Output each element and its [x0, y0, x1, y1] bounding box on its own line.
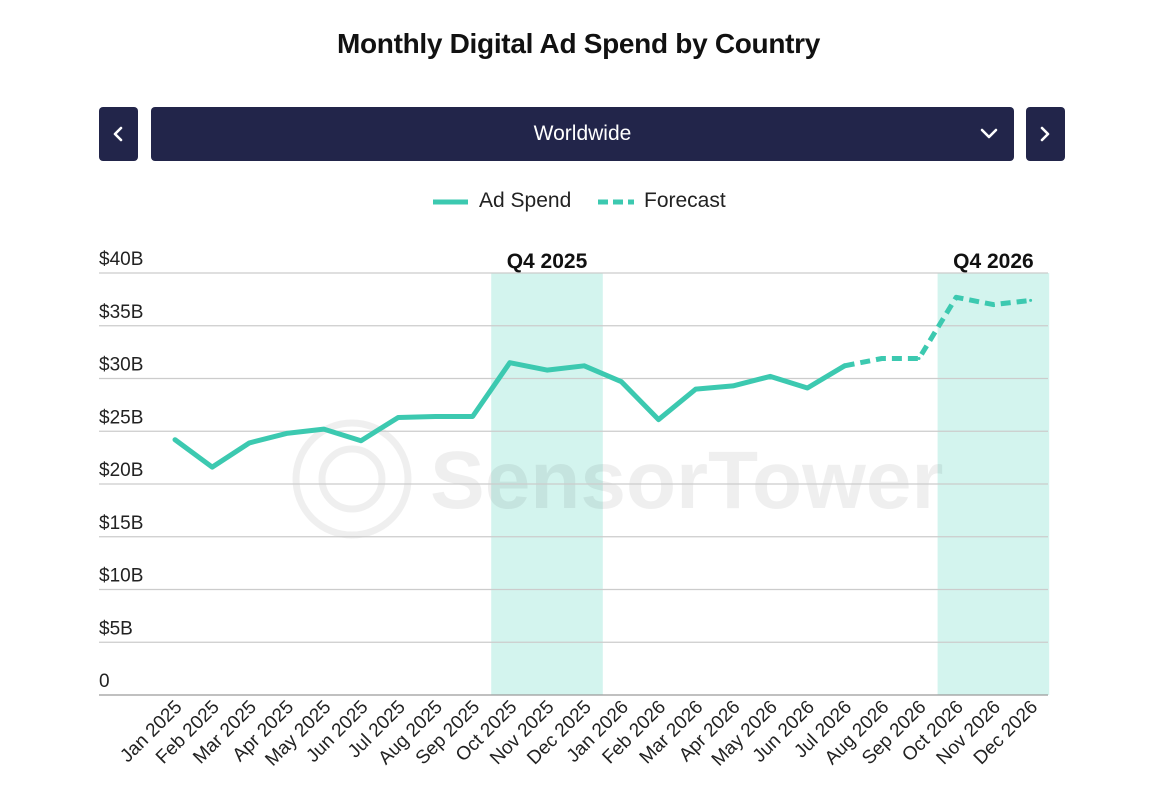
data-point-forecast	[880, 356, 884, 360]
chevron-right-icon	[1040, 126, 1050, 142]
data-point-ad-spend	[768, 374, 772, 378]
y-tick-label: $20B	[99, 460, 143, 481]
data-point-ad-spend	[471, 414, 475, 418]
y-tick-label: $30B	[99, 355, 143, 376]
data-point-ad-spend	[433, 414, 437, 418]
y-tick-label: $25B	[99, 407, 143, 428]
watermark-logo-ring-icon	[318, 445, 386, 513]
watermark-layer: SensorTower	[292, 419, 943, 539]
data-point-forecast	[1029, 298, 1033, 302]
data-point-ad-spend	[694, 387, 698, 391]
y-tick-label: 0	[99, 671, 110, 692]
chevron-left-icon	[113, 126, 123, 142]
solid-line-swatch-icon	[433, 199, 468, 205]
chart-legend: Ad Spend Forecast	[0, 187, 1157, 217]
data-point-forecast	[954, 295, 958, 299]
y-axis-labels: 0 $5B $10B $15B $20B $25B $30B $35B $40B	[99, 249, 143, 692]
data-point-ad-spend	[805, 386, 809, 390]
data-point-ad-spend	[322, 427, 326, 431]
data-point-forecast	[843, 364, 847, 368]
y-tick-label: $35B	[99, 302, 143, 323]
series-lines	[172, 294, 1033, 470]
y-tick-label: $40B	[99, 249, 143, 270]
next-country-button[interactable]	[1026, 107, 1065, 161]
highlight-label-q4-2025: Q4 2025	[507, 250, 588, 273]
gridlines	[99, 272, 1048, 696]
dashed-line-swatch-icon	[598, 199, 634, 205]
y-tick-label: $5B	[99, 618, 133, 639]
data-point-ad-spend	[619, 380, 623, 384]
data-point-ad-spend	[359, 439, 363, 443]
country-dropdown-value: Worldwide	[533, 122, 632, 145]
watermark-logo-icon	[292, 419, 412, 539]
chart-title: Monthly Digital Ad Spend by Country	[336, 28, 821, 59]
legend-label-ad-spend: Ad Spend	[479, 189, 572, 212]
data-point-ad-spend	[247, 441, 251, 445]
data-point-forecast	[917, 356, 921, 360]
watermark: SensorTower	[292, 419, 943, 539]
data-point-ad-spend	[657, 418, 661, 422]
watermark-text: SensorTower	[430, 435, 943, 526]
data-point-forecast	[991, 303, 995, 307]
data-point-ad-spend	[285, 431, 289, 435]
data-point-ad-spend	[582, 364, 586, 368]
data-point-ad-spend	[731, 384, 735, 388]
data-point-ad-spend	[396, 416, 400, 420]
country-dropdown[interactable]: Worldwide	[151, 107, 1014, 161]
y-tick-label: $15B	[99, 513, 143, 534]
highlight-label-q4-2026: Q4 2026	[953, 250, 1034, 273]
data-point-ad-spend	[173, 438, 177, 442]
y-tick-label: $10B	[99, 566, 143, 587]
chevron-down-icon	[980, 128, 998, 139]
legend-label-forecast: Forecast	[644, 189, 726, 212]
data-point-ad-spend	[508, 361, 512, 365]
data-point-ad-spend	[545, 368, 549, 372]
data-point-ad-spend	[210, 465, 214, 469]
previous-country-button[interactable]	[99, 107, 138, 161]
